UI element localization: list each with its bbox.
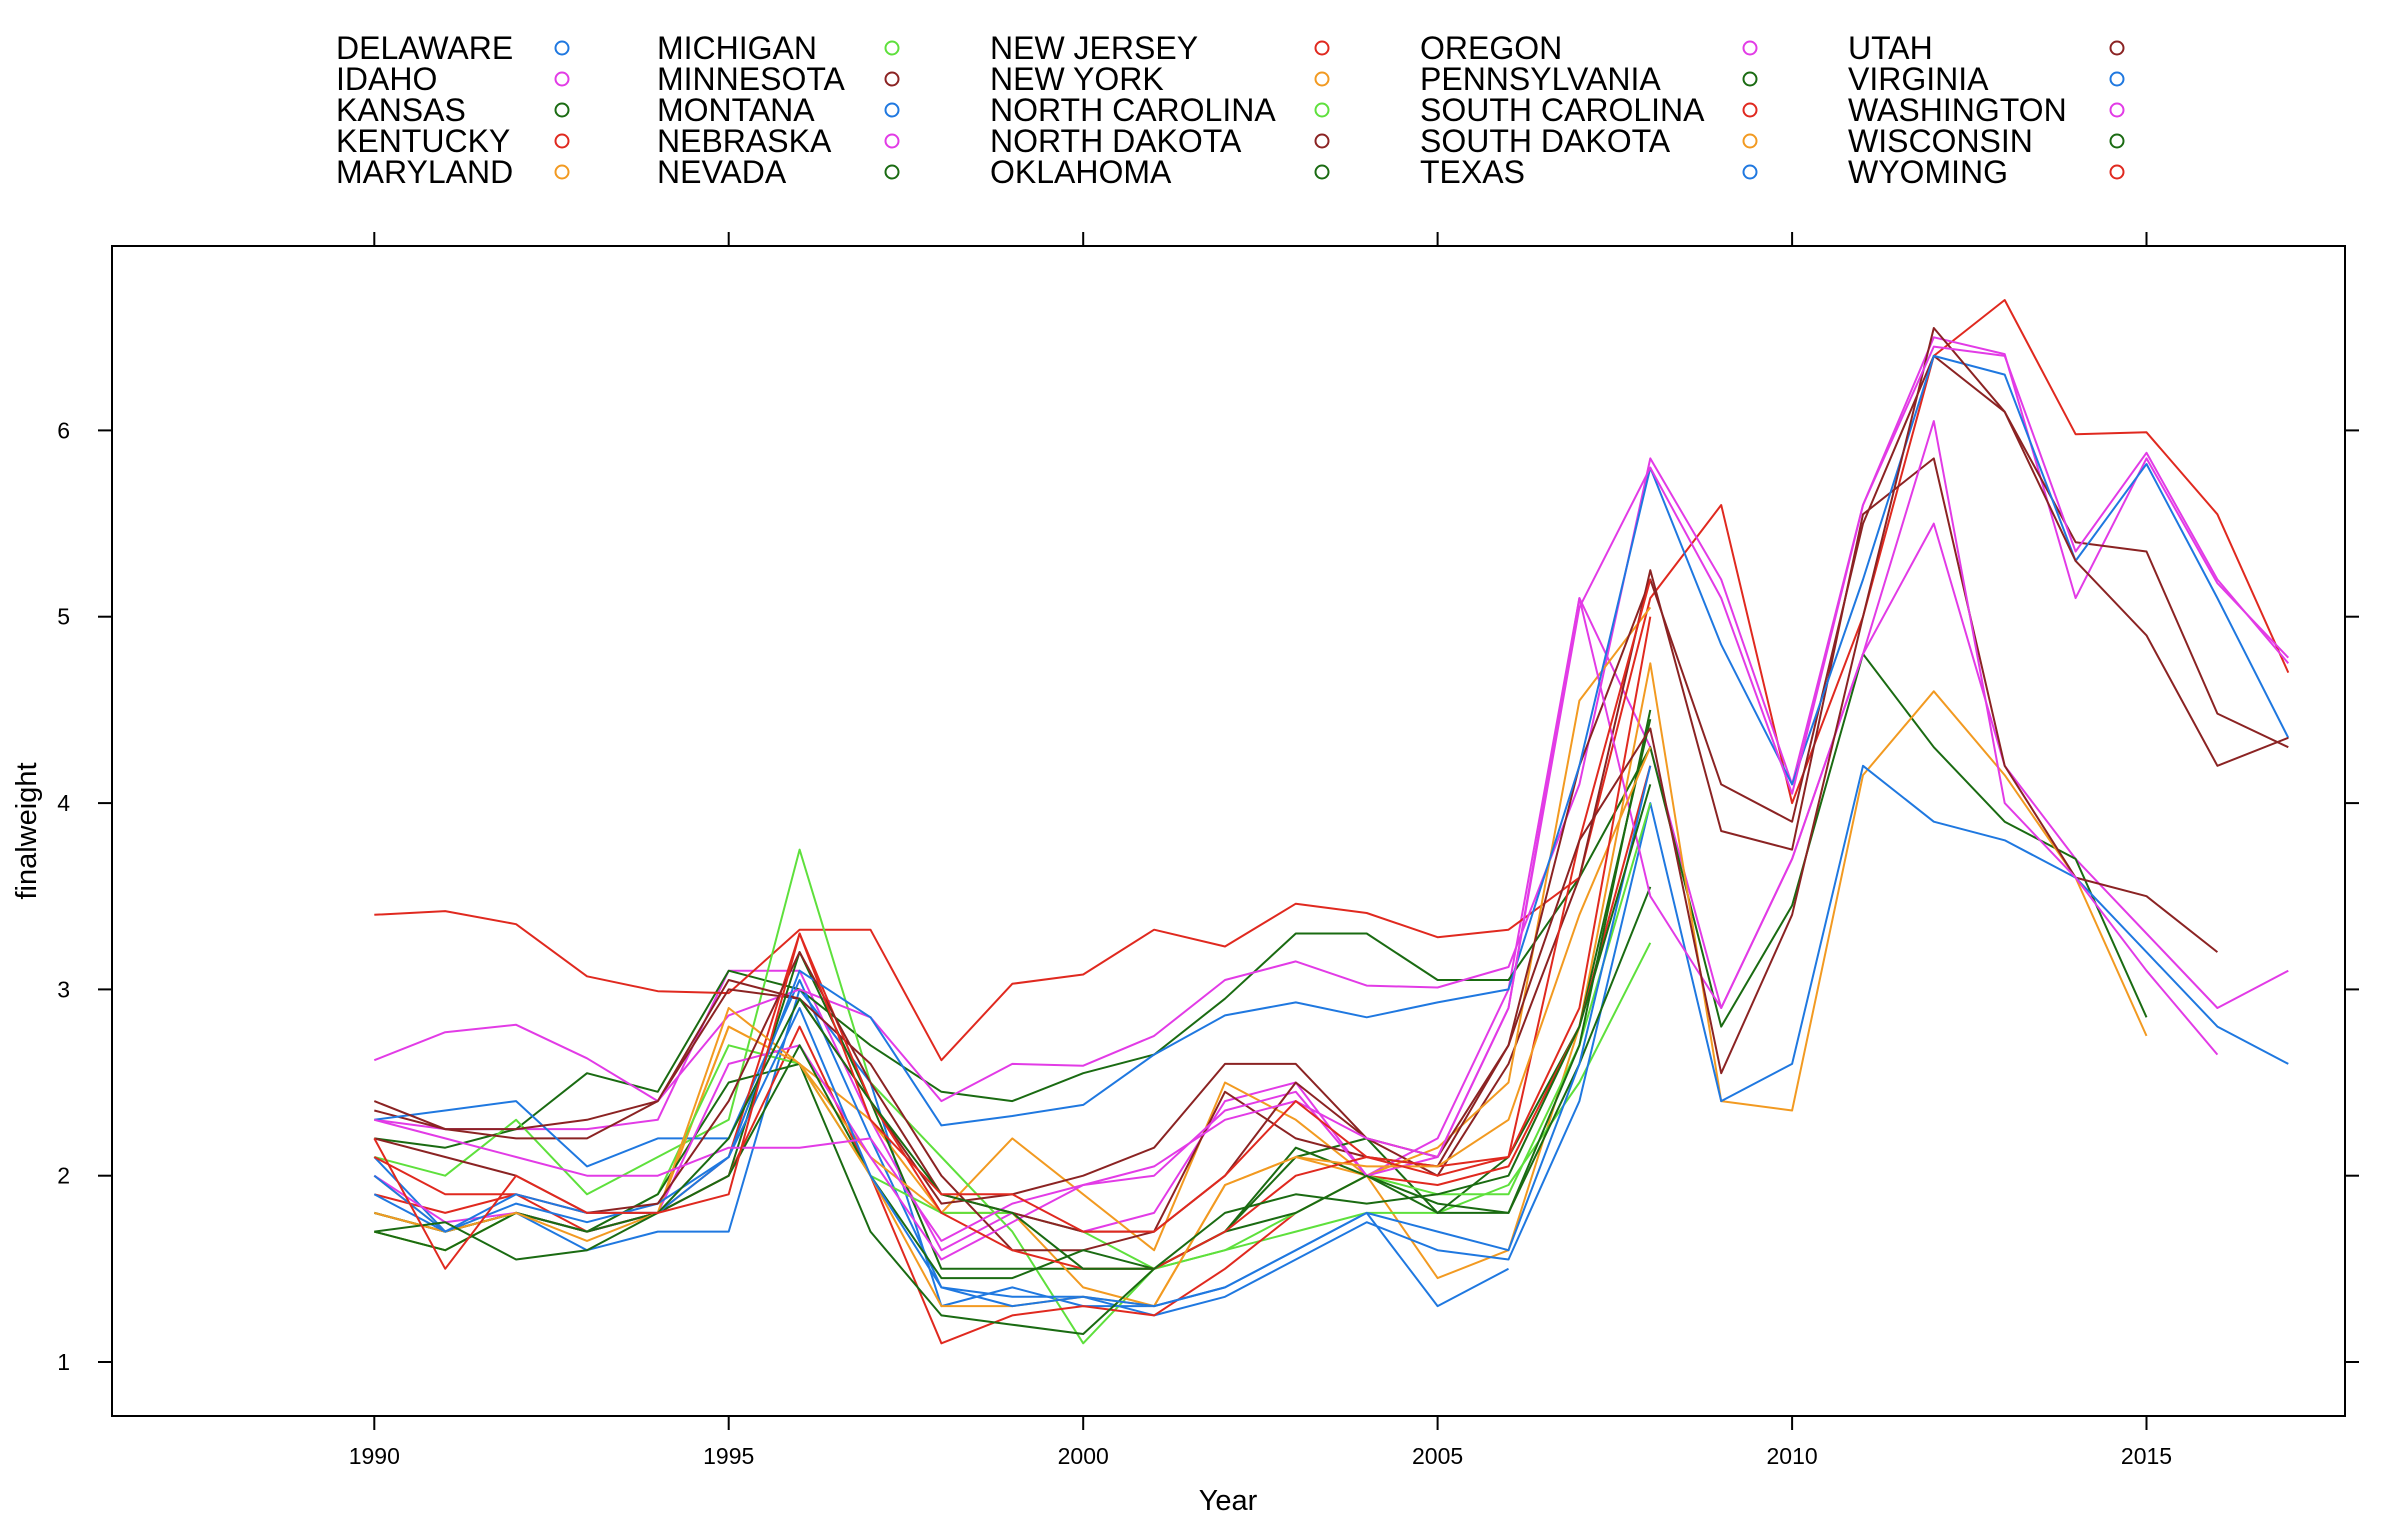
legend-marker xyxy=(2109,164,2125,180)
series-line-kentucky xyxy=(374,299,2290,1062)
legend-label: OKLAHOMA xyxy=(990,154,1172,190)
legend-label: MONTANA xyxy=(657,92,815,128)
legend-marker xyxy=(1742,164,1758,180)
legend-marker xyxy=(2109,133,2125,149)
series-line-new-jersey xyxy=(374,765,1652,1345)
series-line-north-dakota xyxy=(373,354,2289,1252)
legend-marker xyxy=(1742,40,1758,56)
x-tick-label: 2015 xyxy=(2121,1443,2172,1469)
plot-frame xyxy=(111,245,2346,1417)
series-line-washington xyxy=(374,345,2290,1242)
x-tick-label: 2000 xyxy=(1058,1443,1109,1469)
legend-marker xyxy=(554,40,570,56)
legend-label: MICHIGAN xyxy=(657,30,817,66)
x-axis-label: Year xyxy=(1199,1485,1258,1517)
legend-label: IDAHO xyxy=(336,61,437,97)
y-tick-label: 4 xyxy=(57,790,70,816)
legend-marker xyxy=(884,164,900,180)
series-line-montana xyxy=(374,764,2289,1317)
series-lines xyxy=(373,299,2290,1345)
series-line-minnesota xyxy=(374,457,2219,1205)
legend-label: OREGON xyxy=(1420,30,1562,66)
legend-marker xyxy=(1314,71,1330,87)
legend-label: NORTH CAROLINA xyxy=(990,92,1276,128)
y-tick-label: 1 xyxy=(57,1349,70,1375)
legend-marker xyxy=(884,71,900,87)
legend-label: SOUTH CAROLINA xyxy=(1420,92,1705,128)
legend-label: DELAWARE xyxy=(336,30,513,66)
series-line-nebraska xyxy=(373,336,2290,1103)
legend-marker xyxy=(884,133,900,149)
legend-marker xyxy=(1742,133,1758,149)
legend-label: KENTUCKY xyxy=(336,123,510,159)
legend-marker xyxy=(884,102,900,118)
legend-marker xyxy=(1742,102,1758,118)
series-line-wyoming xyxy=(373,616,1652,1270)
legend-marker xyxy=(554,133,570,149)
legend-marker xyxy=(554,164,570,180)
legend-marker xyxy=(554,71,570,87)
y-tick-label: 3 xyxy=(57,976,70,1002)
legend-label: KANSAS xyxy=(336,92,466,128)
legend-marker xyxy=(2109,71,2125,87)
legend-marker xyxy=(884,40,900,56)
legend-label: VIRGINIA xyxy=(1848,61,1989,97)
series-line-wisconsin xyxy=(374,784,1652,1270)
legend-marker xyxy=(2109,102,2125,118)
y-tick-label: 2 xyxy=(57,1163,70,1189)
legend-label: NEW YORK xyxy=(990,61,1164,97)
axes: 1990 1995 2000 2005 2010 2015 1 2 3 4 5 6 xyxy=(57,232,2359,1469)
series-line-north-carolina xyxy=(374,802,1652,1270)
y-tick-label: 6 xyxy=(57,417,70,443)
legend-label: SOUTH DAKOTA xyxy=(1420,123,1671,159)
y-tick-label: 5 xyxy=(57,604,70,630)
legend-label: WYOMING xyxy=(1848,154,2008,190)
legend-marker xyxy=(554,102,570,118)
series-line-kansas xyxy=(374,653,2148,1149)
x-tick-label: 2005 xyxy=(1412,1443,1463,1469)
series-line-south-carolina xyxy=(373,579,1652,1270)
x-tick-label: 2010 xyxy=(1767,1443,1818,1469)
x-tick-label: 1990 xyxy=(349,1443,400,1469)
legend-label: NORTH DAKOTA xyxy=(990,123,1242,159)
legend-marker xyxy=(1314,40,1330,56)
legend-marker xyxy=(1314,133,1330,149)
legend-marker xyxy=(2109,40,2125,56)
legend-label: PENNSYLVANIA xyxy=(1420,61,1661,97)
legend-label: NEBRASKA xyxy=(657,123,832,159)
legend-label: MARYLAND xyxy=(336,154,513,190)
series-line-pennsylvania xyxy=(374,709,1652,1280)
series-line-texas xyxy=(373,354,2290,1233)
legend-marker xyxy=(1314,164,1330,180)
legend-label: MINNESOTA xyxy=(657,61,846,97)
legend-label: WISCONSIN xyxy=(1848,123,2033,159)
legend-label: NEVADA xyxy=(657,154,787,190)
legend-marker xyxy=(1314,102,1330,118)
y-axis-label: finalweight xyxy=(11,762,43,899)
series-line-idaho xyxy=(374,522,2289,1252)
legend-label: TEXAS xyxy=(1420,154,1525,190)
legend-label: UTAH xyxy=(1848,30,1933,66)
legend-marker xyxy=(1742,71,1758,87)
series-line-nevada xyxy=(374,718,1652,1270)
series-line-oregon xyxy=(373,420,2219,1261)
legend-label: NEW JERSEY xyxy=(990,30,1198,66)
x-tick-label: 1995 xyxy=(703,1443,754,1469)
legend-label: WASHINGTON xyxy=(1848,92,2067,128)
series-line-utah xyxy=(374,327,2289,1233)
